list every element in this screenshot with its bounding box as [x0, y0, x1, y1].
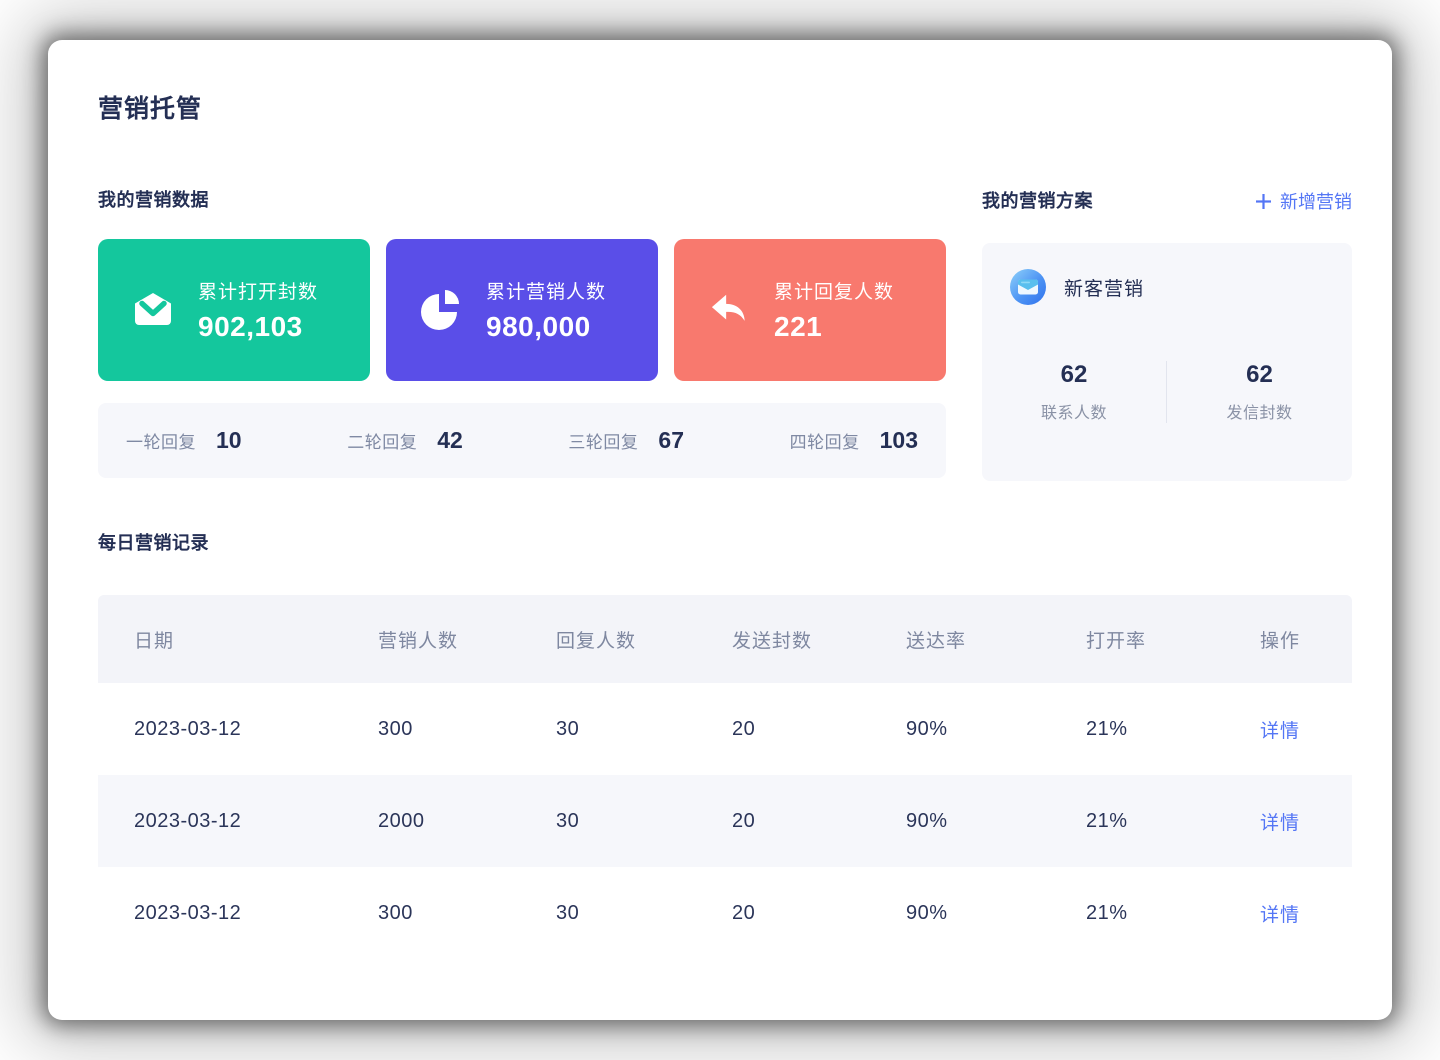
table-row: 2023-03-12 2000 30 20 90% 21% 详情 [98, 775, 1352, 867]
stat-card-opened: 累计打开封数 902,103 [98, 239, 370, 381]
plan-stat-contacts: 62 联系人数 [982, 361, 1167, 423]
plan-item[interactable]: 新客营销 [1010, 269, 1352, 305]
plan-name: 新客营销 [1064, 278, 1145, 300]
cell-date: 2023-03-12 [134, 717, 242, 740]
plan-stat-sent: 62 发信封数 [1167, 361, 1352, 423]
plan-stat-value: 62 [1060, 361, 1088, 388]
reply-round-label: 三轮回复 [568, 433, 639, 452]
stat-card-value: 221 [774, 311, 823, 342]
detail-link[interactable]: 详情 [1260, 812, 1301, 834]
reply-round-2: 二轮回复 42 [347, 427, 463, 454]
cell-delivery-rate: 90% [906, 717, 948, 740]
column-header-delivery-rate: 送达率 [906, 630, 967, 652]
marketing-plan-title: 我的营销方案 [982, 190, 1093, 211]
reply-round-label: 二轮回复 [347, 433, 418, 452]
table-header-row: 日期 营销人数 回复人数 发送封数 送达率 打开率 操作 [98, 595, 1352, 683]
cell-delivery-rate: 90% [906, 901, 948, 924]
add-marketing-label: 新增营销 [1280, 192, 1352, 212]
reply-round-3: 三轮回复 67 [568, 427, 684, 454]
cell-sent: 20 [732, 901, 756, 924]
column-header-sent: 发送封数 [732, 630, 813, 652]
stat-cards: 累计打开封数 902,103 累计营销人数 980,000 [98, 239, 946, 381]
open-envelope-icon [130, 290, 176, 330]
plan-stat-value: 62 [1246, 361, 1273, 388]
cell-replied: 30 [556, 717, 580, 740]
pie-chart-icon [418, 288, 464, 332]
daily-records-title: 每日营销记录 [98, 533, 209, 553]
stat-card-label: 累计回复人数 [774, 282, 895, 303]
plan-stat-label: 发信封数 [1226, 405, 1293, 422]
detail-link[interactable]: 详情 [1260, 904, 1301, 926]
cell-marketed: 300 [378, 717, 413, 740]
mail-circle-icon [1010, 269, 1046, 305]
cell-open-rate: 21% [1086, 717, 1128, 740]
reply-round-value: 10 [216, 427, 242, 453]
table-row: 2023-03-12 300 30 20 90% 21% 详情 [98, 683, 1352, 775]
cell-sent: 20 [732, 717, 756, 740]
stat-card-label: 累计打开封数 [198, 282, 319, 303]
reply-round-label: 一轮回复 [126, 433, 196, 452]
column-header-replied: 回复人数 [556, 630, 637, 652]
cell-open-rate: 21% [1086, 901, 1128, 924]
cell-marketed: 300 [378, 901, 413, 924]
reply-rounds-bar: 一轮回复 10 二轮回复 42 三轮回复 67 四轮回复 103 [98, 403, 946, 478]
plan-stats: 62 联系人数 62 发信封数 [982, 361, 1352, 423]
reply-arrow-icon [706, 291, 752, 329]
plus-icon [1255, 193, 1272, 210]
reply-round-value: 67 [658, 427, 684, 453]
marketing-data-section: 我的营销数据 累计打开封数 902,103 [98, 188, 946, 481]
stat-card-value: 902,103 [198, 311, 303, 342]
plan-stat-label: 联系人数 [1040, 405, 1107, 422]
column-header-actions: 操作 [1260, 630, 1301, 652]
reply-round-value: 103 [879, 427, 918, 453]
column-header-open-rate: 打开率 [1086, 630, 1147, 652]
reply-round-value: 42 [437, 427, 463, 453]
reply-round-1: 一轮回复 10 [126, 427, 242, 454]
reply-round-label: 四轮回复 [789, 433, 860, 452]
table-row: 2023-03-12 300 30 20 90% 21% 详情 [98, 867, 1352, 959]
stat-card-value: 980,000 [486, 311, 591, 342]
cell-date: 2023-03-12 [134, 809, 242, 832]
stat-card-label: 累计营销人数 [486, 282, 607, 303]
reply-round-4: 四轮回复 103 [790, 427, 918, 454]
column-header-date: 日期 [134, 630, 175, 652]
stat-card-replied: 累计回复人数 221 [674, 239, 946, 381]
marketing-data-title: 我的营销数据 [98, 190, 209, 210]
cell-delivery-rate: 90% [906, 809, 948, 832]
cell-date: 2023-03-12 [134, 901, 242, 924]
cell-sent: 20 [732, 809, 756, 832]
marketing-dashboard-panel: 营销托管 我的营销数据 累计打开封数 902,103 [48, 40, 1392, 1020]
marketing-plan-section: 我的营销方案 新增营销 [982, 188, 1352, 481]
cell-replied: 30 [556, 809, 580, 832]
daily-records-table: 日期 营销人数 回复人数 发送封数 送达率 打开率 操作 2023-03-12 … [98, 595, 1352, 959]
add-marketing-button[interactable]: 新增营销 [1255, 188, 1352, 214]
cell-replied: 30 [556, 901, 580, 924]
detail-link[interactable]: 详情 [1260, 720, 1301, 742]
column-header-marketed: 营销人数 [378, 630, 459, 652]
cell-marketed: 2000 [378, 809, 425, 832]
plan-card: 新客营销 62 联系人数 62 发信封数 [982, 243, 1352, 481]
cell-open-rate: 21% [1086, 809, 1128, 832]
page-title: 营销托管 [98, 95, 203, 123]
stat-card-marketed: 累计营销人数 980,000 [386, 239, 658, 381]
